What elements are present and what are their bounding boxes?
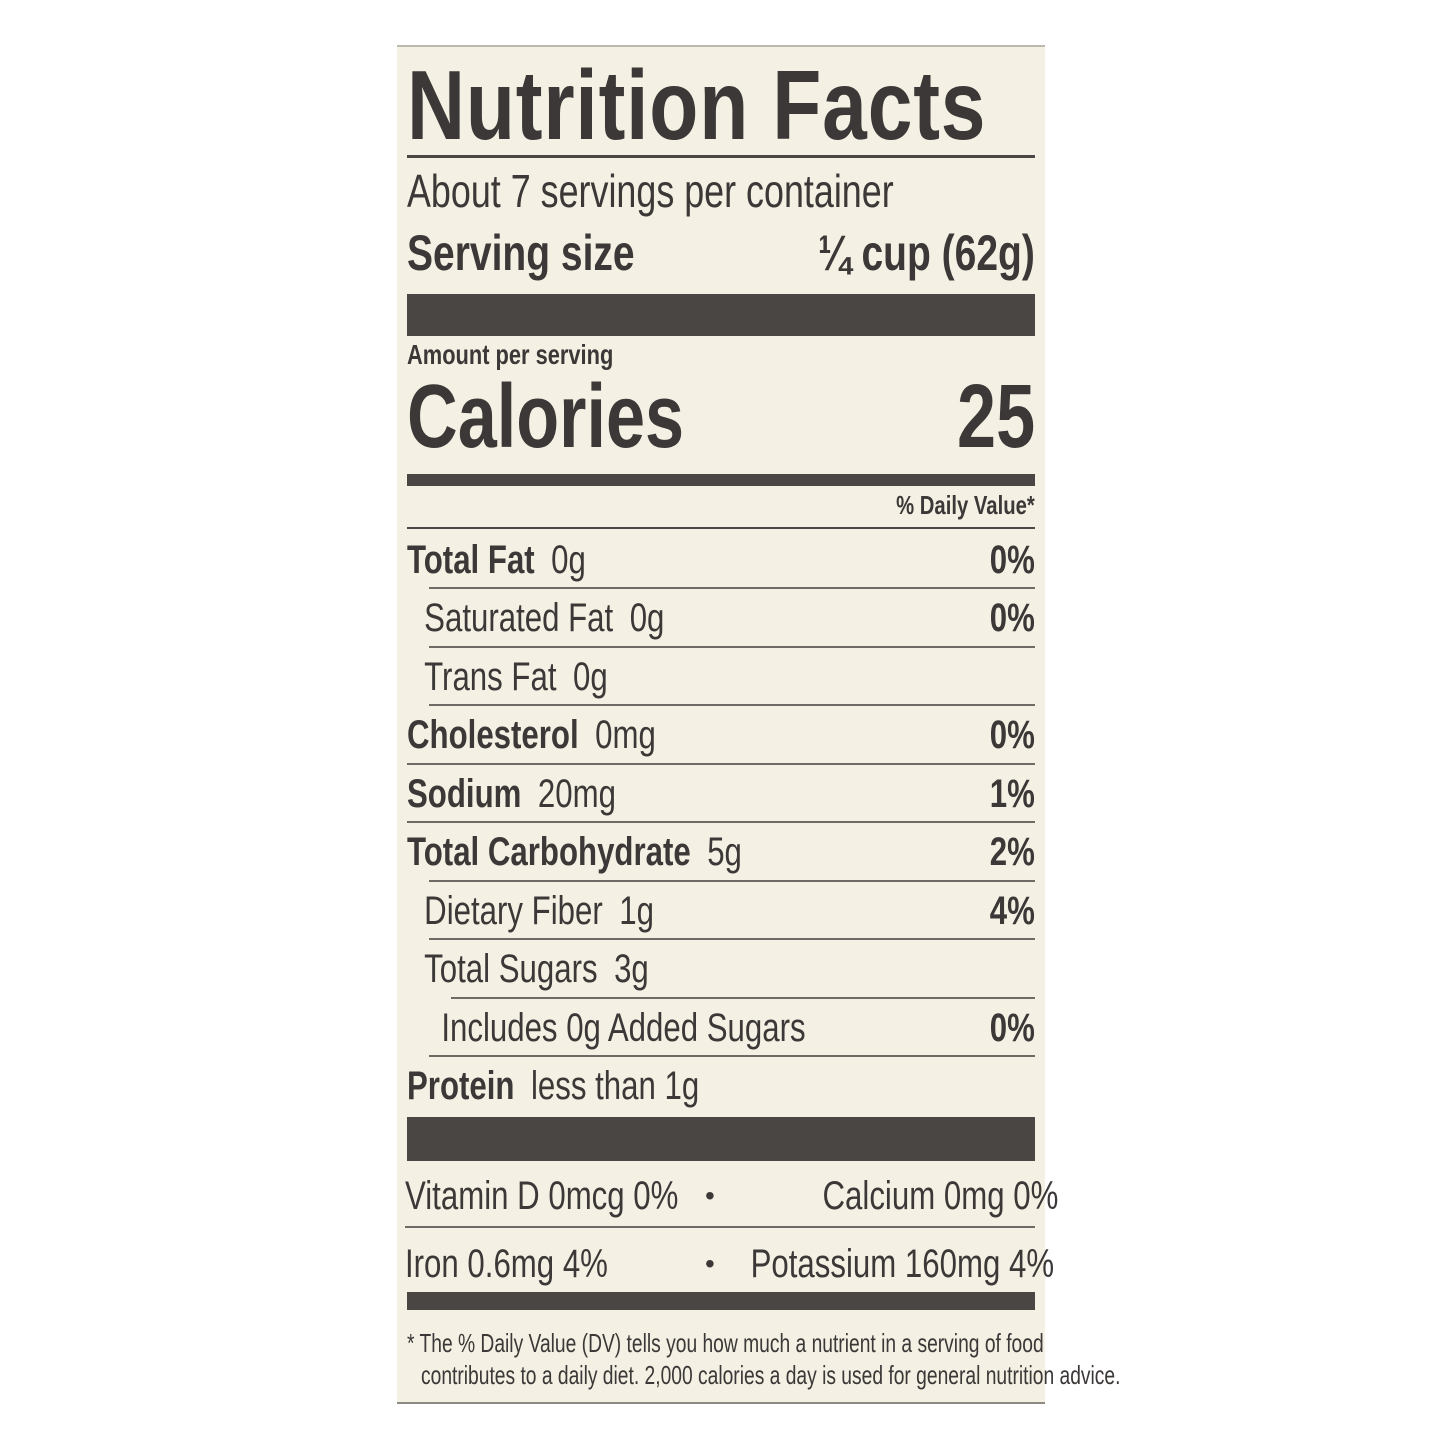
calories-label: Calories [407,367,685,467]
divider [407,821,1035,823]
footnote: * The % Daily Value (DV) tells you how m… [407,1327,1120,1391]
nutrient-daily-value: 0% [989,1005,1035,1050]
nutrient-name: Saturated Fat [424,596,614,640]
vitamin-d: Vitamin D 0mcg 0% [405,1173,679,1218]
calories-value: 25 [956,367,1035,467]
divider [429,587,1035,589]
nutrient-row: Protein less than 1g [407,1058,1035,1116]
dv-header-text: % Daily Value* [896,490,1035,520]
bullet: • [705,1248,715,1279]
divider [405,1226,1035,1228]
nutrient-name: Sodium [407,771,522,816]
nutrition-facts-label: Nutrition Facts About 7 servings per con… [397,45,1120,1404]
nutrient-amount: 0g [629,596,665,640]
medium-divider [407,474,1035,486]
nutrient-amount: less than 1g [530,1064,700,1108]
serving-size-label: Serving size [407,225,635,281]
title-text: Nutrition Facts [407,50,987,160]
nutrient-row: Saturated Fat 0g 0% [407,590,1035,648]
servings-per-container: About 7 servings per container [407,165,1035,217]
divider [429,645,1035,648]
nutrient-amount: 1g [619,888,654,933]
nutrient-row: Total Sugars 3g [407,941,1035,999]
nutrient-amount: 0mg [595,713,656,757]
nutrient-label: Dietary Fiber 1g [407,889,654,934]
nutrient-row: Sodium 20mg 1% [407,765,1035,823]
nutrient-row: Trans Fat 0g [407,648,1035,706]
nutrient-amount: 5g [707,830,742,874]
nutrient-name: Cholesterol [407,713,579,757]
nutrient-daily-value: 2% [989,830,1035,874]
nutrient-name: Total Fat [407,537,535,582]
divider [429,938,1035,940]
divider [407,527,1035,529]
nutrient-daily-value: 0% [989,596,1035,640]
nutrient-name: Dietary Fiber [424,888,603,933]
divider [451,996,1035,999]
nutrient-amount: 0g [572,654,608,699]
vitamin-row: Vitamin D 0mcg 0% • Calcium 0mg 0% [405,1164,1058,1228]
bullet: • [705,1180,715,1211]
nutrient-name: Protein [407,1064,515,1108]
nutrient-label: Trans Fat 0g [407,655,608,700]
nutrient-name: Total Carbohydrate [407,830,691,874]
nutrient-row: Dietary Fiber 1g 4% [407,882,1035,940]
iron: Iron 0.6mg 4% [405,1241,608,1286]
divider [407,762,1035,765]
daily-value-header: % Daily Value* [407,490,1035,520]
nutrient-row: Total Fat 0g 0% [407,531,1035,589]
nutrient-row: Total Carbohydrate 5g 2% [407,824,1035,882]
nutrient-label: Total Fat 0g [407,538,586,583]
thick-divider [407,294,1035,336]
nutrient-amount: 3g [614,947,649,991]
divider [429,1055,1035,1057]
nutrient-label: Sodium 20mg [407,772,616,817]
divider [407,155,1035,158]
nutrient-row: Includes 0g Added Sugars 0% [407,999,1035,1057]
nutrient-label: Total Sugars 3g [407,947,649,992]
medium-divider [407,1292,1035,1310]
calcium: Calcium 0mg 0% [822,1173,1058,1218]
nutrient-daily-value: 0% [989,537,1035,582]
nutrient-amount: 0g [551,537,586,582]
footnote-line: contributes to a daily diet. 2,000 calor… [421,1360,1121,1390]
footnote-line: * The % Daily Value (DV) tells you how m… [407,1328,1044,1358]
servings-text: About 7 servings per container [407,165,894,217]
nutrient-name: Trans Fat [424,654,557,699]
divider [429,704,1035,706]
nutrient-label: Includes 0g Added Sugars [407,1005,806,1051]
nutrient-label: Cholesterol 0mg [407,713,656,758]
potassium: Potassium 160mg 4% [750,1241,1055,1286]
nutrient-label: Total Carbohydrate 5g [407,830,742,875]
nutrient-daily-value: 1% [989,771,1035,816]
serving-size-row: Serving size ¼ cup (62g) [407,225,1035,281]
thick-divider [407,1117,1035,1161]
amount-per-serving: Amount per serving [407,339,1035,371]
label-title: Nutrition Facts [407,55,1035,155]
nutrient-name: Total Sugars [424,947,598,991]
nutrient-amount: 20mg [537,771,616,816]
amount-text: Amount per serving [407,339,614,370]
nutrient-daily-value: 4% [989,888,1035,933]
divider [429,879,1035,882]
nutrient-row: Cholesterol 0mg 0% [407,707,1035,765]
nutrient-daily-value: 0% [989,713,1035,757]
nutrient-label: Saturated Fat 0g [407,596,664,641]
nutrient-name: Includes 0g Added Sugars [441,1005,806,1050]
nutrient-label: Protein less than 1g [407,1064,699,1109]
vitamin-row: Iron 0.6mg 4% • Potassium 160mg 4% [405,1232,1054,1296]
serving-size-value: ¼ cup (62g) [818,225,1035,281]
calories-row: Calories 25 [407,367,1035,467]
